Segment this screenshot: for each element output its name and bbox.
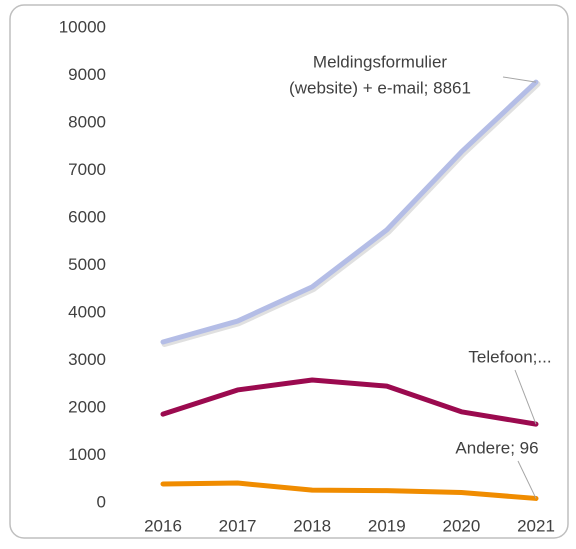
y-tick-label: 1000: [68, 445, 106, 464]
chart-frame: [9, 4, 569, 539]
series-line: [160, 480, 539, 501]
leader-line: [514, 369, 537, 425]
y-tick-label: 9000: [68, 65, 106, 84]
data-label: Meldingsformulier: [313, 52, 447, 71]
leader-line: [517, 460, 537, 499]
x-tick-label: 2019: [368, 516, 406, 535]
data-label: Telefoon;...: [468, 347, 551, 366]
y-tick-label: 6000: [68, 207, 106, 226]
data-label: (website) + e-mail; 8861: [289, 78, 471, 97]
data-label: Andere; 96: [455, 438, 538, 457]
y-tick-label: 5000: [68, 255, 106, 274]
series-line: [160, 79, 539, 345]
y-tick-label: 10000: [59, 17, 106, 36]
y-tick-label: 7000: [68, 160, 106, 179]
y-tick-label: 3000: [68, 350, 106, 369]
series-line: [160, 377, 539, 427]
y-tick-label: 0: [97, 492, 106, 511]
x-tick-label: 2017: [219, 516, 257, 535]
y-tick-label: 4000: [68, 302, 106, 321]
y-tick-label: 8000: [68, 112, 106, 131]
x-tick-label: 2020: [442, 516, 480, 535]
x-tick-label: 2021: [517, 516, 555, 535]
leader-line: [502, 76, 537, 83]
x-tick-label: 2016: [144, 516, 182, 535]
x-tick-label: 2018: [293, 516, 331, 535]
y-tick-label: 2000: [68, 397, 106, 416]
